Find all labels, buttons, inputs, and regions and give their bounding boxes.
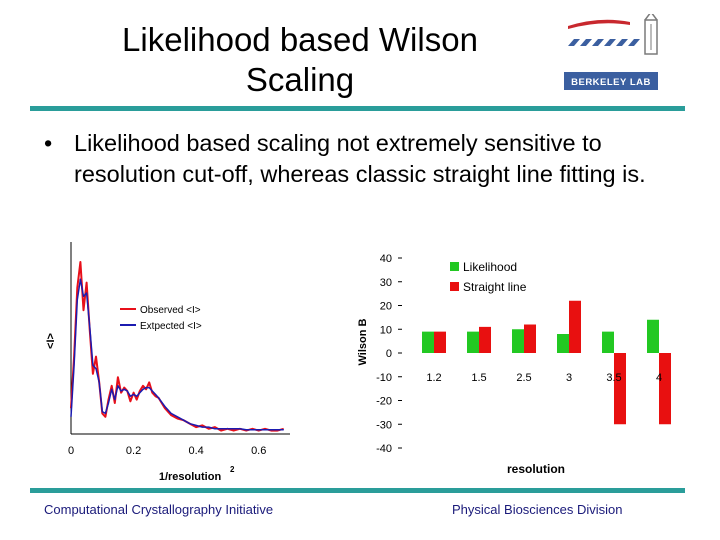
x-axis-title-superscript: 2	[230, 465, 235, 474]
x-axis-title: 1/resolution	[159, 471, 222, 483]
x-category-label-4: 3.5	[606, 372, 621, 384]
y-tick-label-5: -10	[376, 372, 392, 384]
logo-text: BERKELEY LAB	[571, 77, 651, 88]
y-axis-title: <I>	[45, 333, 57, 349]
y-axis-title: Wilson B	[357, 318, 369, 365]
series-line-0	[70, 261, 284, 432]
y-tick-label-2: 20	[380, 301, 392, 313]
intensity-line-chart: 0 0.2 0.4 0.6 Observed <I> Extpected <I> 1/res…	[45, 242, 290, 483]
bar-1-2	[524, 324, 536, 353]
x-category-label-3: 3	[566, 372, 572, 384]
x-tick-label-2: 0.4	[188, 445, 203, 457]
bar-0-0	[422, 331, 434, 353]
y-tick-label-3: 10	[380, 324, 392, 336]
title-line-2: Scaling	[245, 61, 355, 98]
bar-0-2	[512, 329, 524, 353]
header-rule	[30, 106, 685, 111]
x-tick-label-1: 0.2	[126, 445, 141, 457]
bullet-text: Likelihood based scaling not extremely s…	[74, 130, 646, 187]
slide-title: Likelihood based Wilson Scaling	[60, 20, 540, 100]
bar-1-1	[479, 326, 491, 353]
x-category-label-5: 4	[656, 372, 662, 384]
x-tick-label-3: 0.6	[251, 445, 266, 457]
bullet-point: • Likelihood based scaling not extremely…	[44, 128, 694, 190]
bar-1-4	[614, 353, 626, 425]
footer-right: Physical Biosciences Division	[452, 502, 623, 517]
title-line-1: Likelihood based Wilson	[122, 21, 478, 58]
wilson-b-bar-chart: 40 30 20 10 0 -10 -20 -30 -40 1.2 1.5 2.5 3 3.5 4 Likel…	[357, 253, 671, 476]
y-tick-label-0: 40	[380, 253, 392, 265]
berkeley-lab-logo: BERKELEY LAB	[564, 14, 658, 90]
x-category-label-1: 1.5	[471, 372, 486, 384]
y-tick-label-4: 0	[386, 348, 392, 360]
legend-label-0: Observed <I>	[140, 305, 201, 316]
bar-0-3	[557, 334, 569, 353]
bar-1-5	[659, 353, 671, 425]
legend-swatch-0	[450, 262, 459, 271]
y-tick-label-6: -20	[376, 396, 392, 408]
bullet-dot: •	[44, 130, 53, 156]
legend-label-1: Extpected <I>	[140, 321, 202, 332]
footer-rule	[30, 488, 685, 493]
y-tick-label-1: 30	[380, 277, 392, 289]
bar-1-3	[569, 300, 581, 353]
bar-0-1	[467, 331, 479, 353]
footer-left: Computational Crystallography Initiative	[44, 502, 274, 517]
legend-swatch-1	[450, 282, 459, 291]
x-category-label-2: 2.5	[516, 372, 531, 384]
x-tick-label-0: 0	[68, 445, 74, 457]
x-axis-title: resolution	[507, 462, 565, 476]
legend-label-0: Likelihood	[463, 260, 517, 274]
series-line-1	[70, 278, 284, 431]
bar-0-5	[647, 319, 659, 353]
y-tick-label-8: -40	[376, 443, 392, 455]
bar-0-4	[602, 331, 614, 353]
legend-label-1: Straight line	[463, 280, 527, 294]
x-category-label-0: 1.2	[426, 372, 441, 384]
y-tick-label-7: -30	[376, 419, 392, 431]
bar-1-0	[434, 331, 446, 353]
